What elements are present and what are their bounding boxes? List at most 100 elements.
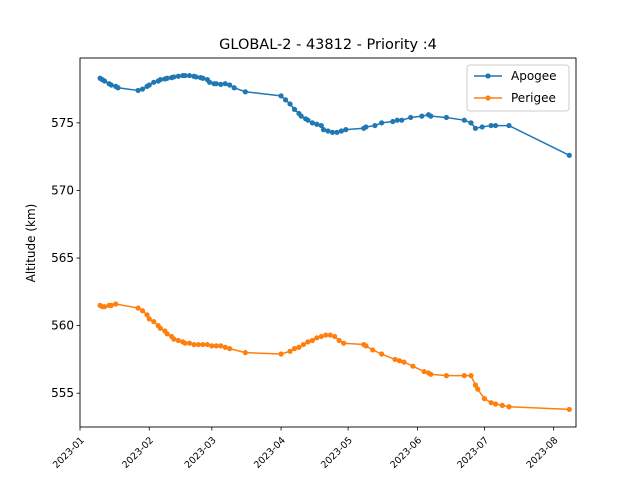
apogee-point <box>443 114 450 121</box>
perigee-point <box>200 341 206 348</box>
apogee-point <box>213 81 219 87</box>
apogee-point <box>468 120 474 126</box>
perigee-point <box>101 304 108 310</box>
apogee-point <box>479 124 485 130</box>
y-tick-label: 565 <box>51 251 74 265</box>
y-axis-label: Altitude (km) <box>24 204 38 283</box>
apogee-point <box>186 72 193 79</box>
perigee-point <box>327 332 333 338</box>
apogee-point <box>175 73 181 79</box>
perigee-point <box>314 335 320 341</box>
perigee-point <box>171 336 177 342</box>
apogee-point <box>227 82 233 88</box>
apogee-point <box>506 122 512 129</box>
apogee-point <box>428 113 434 119</box>
perigee-point <box>336 337 342 344</box>
apogee-point <box>488 122 494 129</box>
apogee-point <box>325 128 331 134</box>
apogee-point <box>278 93 284 99</box>
perigee-point <box>218 343 224 349</box>
perigee-point <box>318 333 324 340</box>
perigee-point <box>332 333 338 340</box>
perigee-point <box>108 302 114 308</box>
perigee-point <box>139 308 146 314</box>
apogee-point <box>206 79 213 85</box>
perigee-point <box>296 344 302 350</box>
apogee-point <box>291 106 298 112</box>
legend-label-apogee: Apogee <box>511 69 557 83</box>
apogee-point <box>193 74 199 80</box>
apogee-point <box>566 152 572 158</box>
apogee-point <box>151 79 157 85</box>
perigee-point <box>222 344 228 350</box>
perigee-point <box>323 332 329 338</box>
perigee-point <box>227 346 233 352</box>
perigee-point <box>396 358 403 364</box>
perigee-point <box>410 363 416 369</box>
perigee-point <box>392 356 398 363</box>
apogee-point <box>363 124 369 130</box>
apogee-point <box>115 85 121 91</box>
perigee-point <box>492 401 499 407</box>
perigee-point <box>146 316 152 322</box>
perigee-point <box>305 339 311 345</box>
legend-marker-apogee <box>485 73 491 79</box>
chart-title: GLOBAL-2 - 43812 - Priority :4 <box>219 37 437 53</box>
perigee-point <box>421 368 427 375</box>
perigee-point <box>209 343 215 349</box>
apogee-point <box>309 120 315 126</box>
y-axis: 555 560 565 570 575 <box>51 116 80 400</box>
perigee-point <box>195 341 202 348</box>
legend-label-perigee: Perigee <box>511 91 556 105</box>
apogee-point <box>108 82 114 88</box>
perigee-point <box>488 400 494 406</box>
perigee-point <box>443 373 450 379</box>
perigee-point <box>204 341 210 348</box>
apogee-point <box>419 113 425 119</box>
legend-marker-perigee <box>485 95 491 101</box>
perigee-point <box>182 340 188 346</box>
apogee-point <box>146 82 152 88</box>
perigee-point <box>113 301 119 307</box>
apogee-point <box>472 125 479 131</box>
apogee-point <box>394 117 400 123</box>
apogee-point <box>372 122 378 129</box>
perigee-point <box>151 318 157 325</box>
apogee-point <box>231 85 237 91</box>
perigee-point <box>468 373 474 379</box>
apogee-point <box>218 81 224 87</box>
perigee-point <box>566 406 572 413</box>
apogee-point <box>101 78 108 84</box>
apogee-point <box>282 97 289 103</box>
apogee-point <box>338 128 345 134</box>
series-layer <box>97 72 572 413</box>
perigee-point <box>300 341 307 348</box>
perigee-point <box>164 331 170 337</box>
legend: Apogee Perigee <box>466 64 570 112</box>
perigee-point <box>186 340 193 346</box>
apogee-point <box>343 127 349 133</box>
perigee-point <box>428 371 434 377</box>
plot-frame <box>79 57 577 428</box>
y-tick-label: 555 <box>51 386 74 400</box>
perigee-point <box>341 340 347 346</box>
perigee-point <box>135 305 141 311</box>
perigee-point <box>506 404 512 410</box>
y-tick-label: 570 <box>51 183 74 197</box>
apogee-point <box>379 120 385 126</box>
perigee-point <box>213 343 219 349</box>
apogee-point <box>320 127 327 133</box>
perigee-point <box>461 373 467 379</box>
perigee-point <box>278 351 284 357</box>
perigee-point <box>379 351 385 357</box>
apogee-point <box>200 75 206 81</box>
perigee-point <box>499 402 505 408</box>
perigee-point <box>309 337 315 344</box>
perigee-point <box>401 359 407 365</box>
apogee-point <box>461 117 467 123</box>
perigee-point <box>472 382 479 388</box>
apogee-point <box>171 74 177 80</box>
perigee-point <box>144 312 150 318</box>
perigee-point <box>291 346 298 352</box>
